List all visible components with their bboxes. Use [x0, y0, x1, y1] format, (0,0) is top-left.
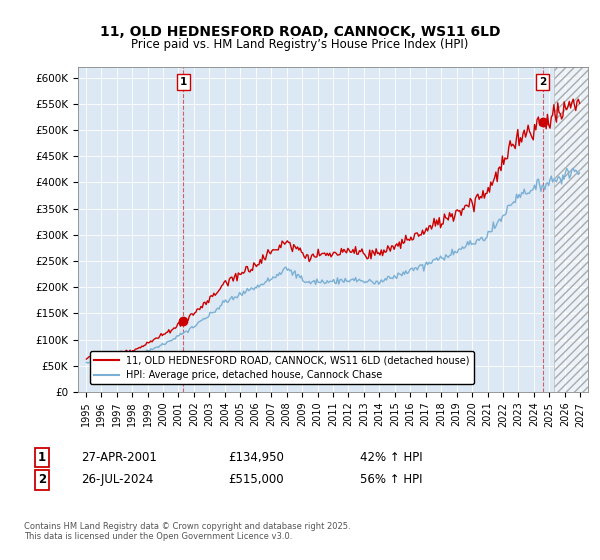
Text: Contains HM Land Registry data © Crown copyright and database right 2025.
This d: Contains HM Land Registry data © Crown c… — [24, 522, 350, 542]
Text: 11, OLD HEDNESFORD ROAD, CANNOCK, WS11 6LD: 11, OLD HEDNESFORD ROAD, CANNOCK, WS11 6… — [100, 25, 500, 39]
Bar — [554, 67, 588, 392]
Bar — [554, 67, 588, 392]
Text: £515,000: £515,000 — [228, 473, 284, 487]
Text: £134,950: £134,950 — [228, 451, 284, 464]
Text: 1: 1 — [180, 77, 187, 87]
Text: 2: 2 — [539, 77, 547, 87]
Text: 26-JUL-2024: 26-JUL-2024 — [81, 473, 154, 487]
Legend: 11, OLD HEDNESFORD ROAD, CANNOCK, WS11 6LD (detached house), HPI: Average price,: 11, OLD HEDNESFORD ROAD, CANNOCK, WS11 6… — [91, 351, 473, 384]
Text: 27-APR-2001: 27-APR-2001 — [81, 451, 157, 464]
Text: Price paid vs. HM Land Registry’s House Price Index (HPI): Price paid vs. HM Land Registry’s House … — [131, 38, 469, 51]
Text: 2: 2 — [38, 473, 46, 487]
Text: 56% ↑ HPI: 56% ↑ HPI — [360, 473, 422, 487]
Text: 42% ↑ HPI: 42% ↑ HPI — [360, 451, 422, 464]
Text: 1: 1 — [38, 451, 46, 464]
